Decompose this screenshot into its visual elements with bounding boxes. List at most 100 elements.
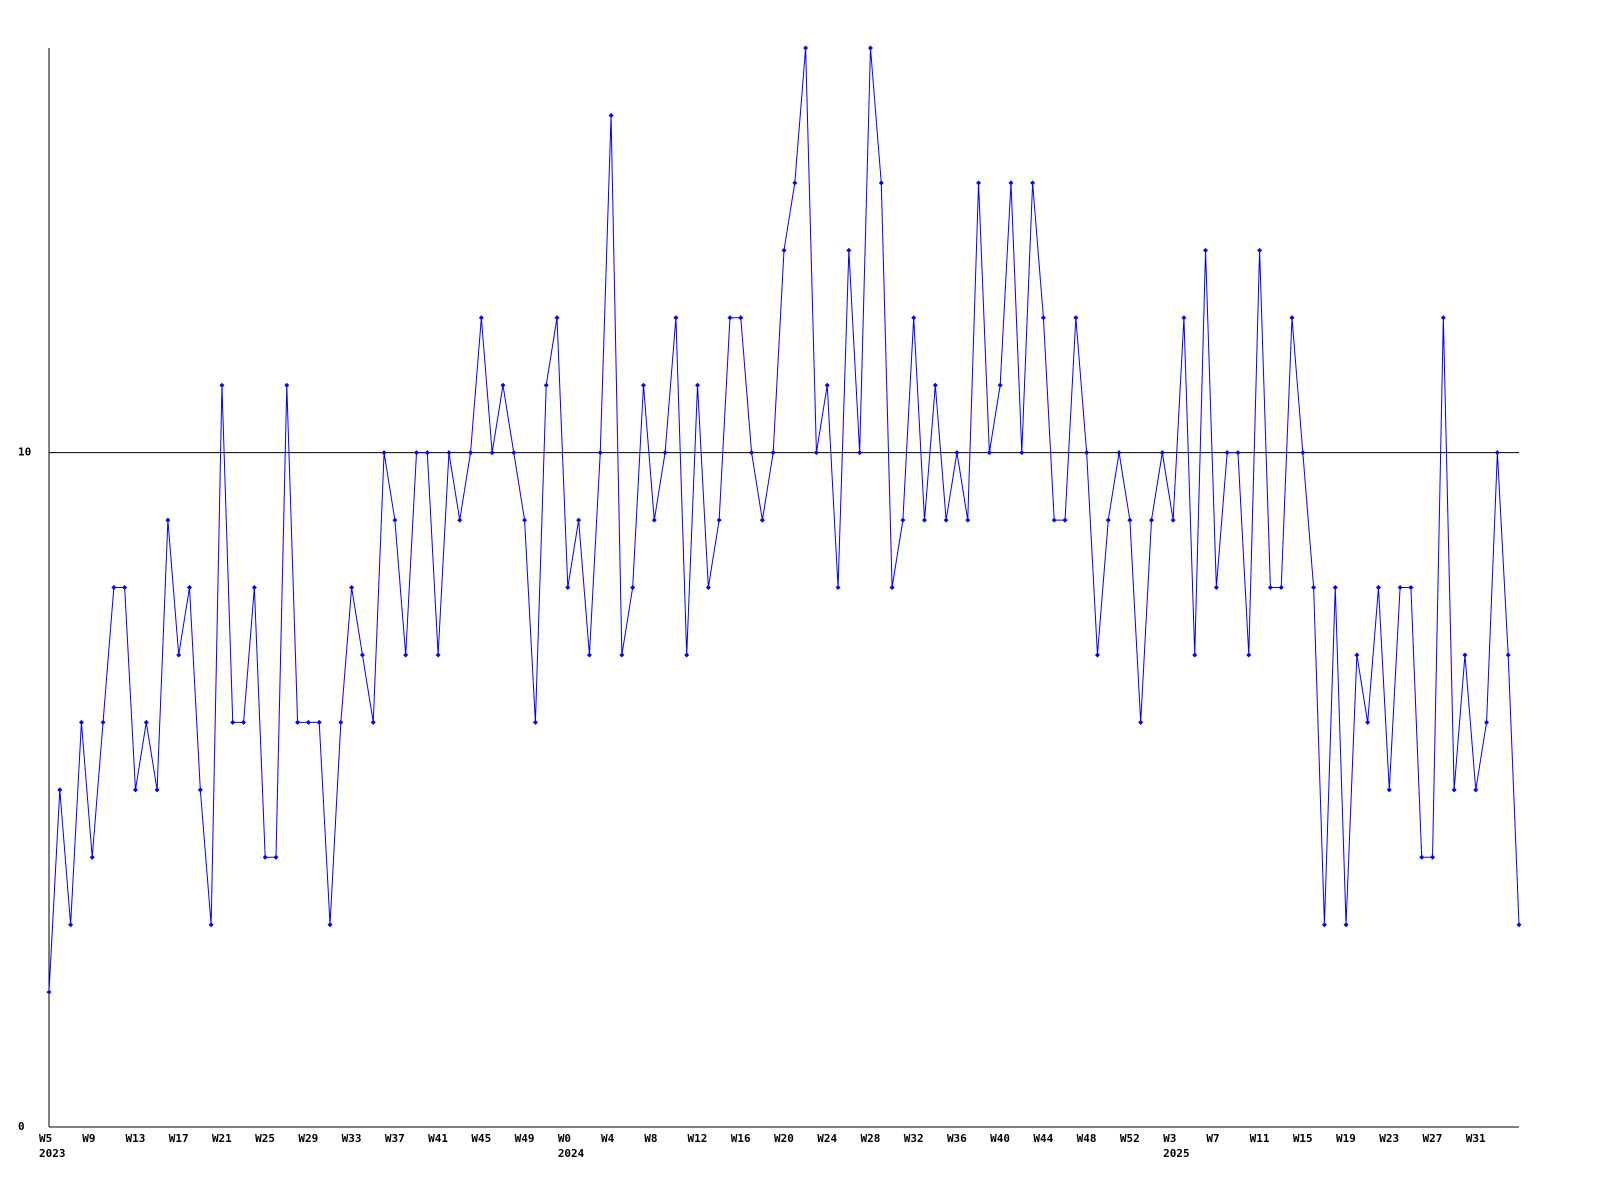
data-point — [1008, 180, 1014, 186]
data-point — [727, 315, 733, 321]
data-point — [1246, 652, 1252, 658]
data-point — [176, 652, 182, 658]
data-point — [1311, 585, 1317, 590]
x-tick-label: W37 — [385, 1132, 405, 1145]
data-point — [165, 517, 171, 523]
data-point — [1300, 450, 1306, 456]
data-point — [867, 45, 873, 51]
data-point — [597, 450, 603, 456]
x-tick-label: W17 — [169, 1132, 189, 1145]
data-point — [1030, 180, 1036, 186]
data-point — [1224, 450, 1230, 456]
x-tick-label: W5 — [39, 1132, 52, 1145]
x-tick-label: W4 — [601, 1132, 615, 1145]
data-point — [900, 517, 906, 523]
x-tick-label: W11 — [1250, 1132, 1270, 1145]
data-point — [1192, 652, 1198, 658]
data-point — [1213, 585, 1219, 590]
data-point — [1267, 585, 1273, 590]
x-tick-label: W7 — [1206, 1132, 1219, 1145]
x-tick-label: W9 — [82, 1132, 95, 1145]
x-tick-label: W31 — [1466, 1132, 1486, 1145]
x-tick-label: W28 — [860, 1132, 880, 1145]
data-point — [1127, 517, 1133, 523]
x-tick-label: W36 — [947, 1132, 967, 1145]
data-point — [403, 652, 409, 658]
data-point — [1462, 652, 1468, 658]
x-tick-label: W21 — [212, 1132, 232, 1145]
x-tick-label: W27 — [1423, 1132, 1443, 1145]
data-point — [46, 989, 52, 995]
data-point — [230, 719, 236, 725]
data-point — [640, 382, 646, 388]
data-point — [89, 854, 95, 860]
data-point — [1451, 787, 1457, 793]
data-point — [381, 450, 387, 456]
x-tick-label: W3 — [1163, 1132, 1176, 1145]
data-point — [392, 517, 398, 523]
year-label: 2025 — [1163, 1147, 1190, 1160]
data-point — [716, 517, 722, 523]
data-point — [1235, 450, 1241, 456]
data-point — [781, 247, 787, 253]
data-point — [965, 517, 971, 523]
data-point — [143, 719, 149, 725]
data-point — [500, 382, 506, 388]
data-point — [1278, 585, 1284, 590]
data-point — [78, 719, 84, 725]
data-point — [1505, 652, 1511, 658]
data-point — [835, 585, 841, 590]
data-point — [846, 247, 852, 253]
x-tick-label: W13 — [125, 1132, 145, 1145]
data-point — [1062, 517, 1068, 523]
x-tick-label: W48 — [1077, 1132, 1097, 1145]
data-point — [576, 517, 582, 523]
data-point — [770, 450, 776, 456]
data-point — [1149, 517, 1154, 523]
x-tick-label: W44 — [1033, 1132, 1053, 1145]
data-line — [48, 47, 1520, 993]
data-point — [154, 787, 160, 793]
data-point — [57, 787, 63, 793]
data-point — [1484, 719, 1490, 725]
data-point — [1040, 315, 1046, 321]
x-tick-label: W32 — [904, 1132, 924, 1145]
x-tick-label: W29 — [298, 1132, 318, 1145]
year-label: 2023 — [39, 1147, 66, 1160]
x-tick-label: W16 — [731, 1132, 751, 1145]
data-point — [651, 517, 657, 523]
data-point — [1116, 450, 1122, 456]
data-point — [986, 450, 992, 456]
data-point — [630, 585, 636, 590]
data-point — [284, 382, 290, 388]
data-point — [1354, 652, 1360, 658]
x-tick-label: W52 — [1120, 1132, 1140, 1145]
data-point — [111, 585, 117, 590]
data-point — [911, 315, 917, 321]
x-tick-label: W45 — [471, 1132, 491, 1145]
data-point — [68, 922, 74, 928]
data-point — [1408, 585, 1414, 590]
data-point — [349, 585, 355, 590]
x-tick-label: W23 — [1379, 1132, 1399, 1145]
data-point — [1375, 585, 1381, 590]
data-point — [1386, 787, 1392, 793]
data-point — [522, 517, 528, 523]
data-point — [197, 787, 203, 793]
data-point — [1430, 854, 1436, 860]
data-point — [316, 719, 322, 725]
data-point — [922, 517, 928, 523]
data-point — [489, 450, 495, 456]
data-point — [305, 719, 311, 725]
data-point — [976, 180, 982, 186]
x-tick-label: W0 — [558, 1132, 571, 1145]
data-point — [878, 180, 884, 186]
data-point — [1473, 787, 1479, 793]
data-point — [1105, 517, 1111, 523]
data-point — [435, 652, 441, 658]
data-point — [997, 382, 1003, 388]
x-tick-label: W33 — [342, 1132, 362, 1145]
data-point — [813, 450, 819, 456]
